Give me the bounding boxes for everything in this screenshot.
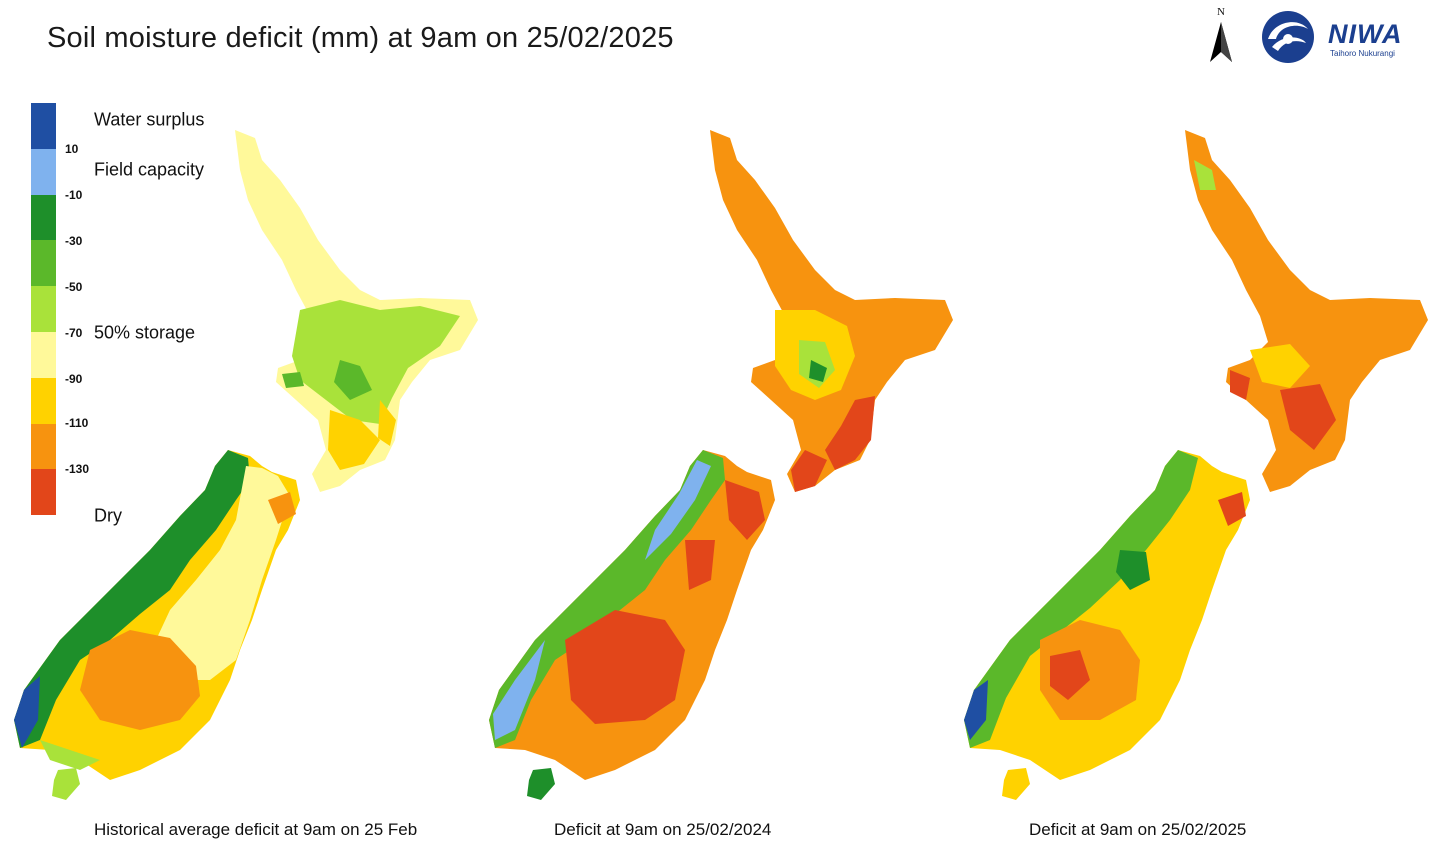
page-title: Soil moisture deficit (mm) at 9am on 25/…: [47, 22, 674, 54]
legend-label-water-surplus: Water surplus: [94, 109, 205, 130]
legend-tick: -130: [65, 462, 90, 476]
caption-2025: Deficit at 9am on 25/02/2025: [1029, 820, 1247, 839]
legend-swatch: [31, 240, 56, 287]
map-2025: [950, 120, 1440, 820]
niwa-swirl-icon: [1262, 11, 1314, 63]
caption-2024: Deficit at 9am on 25/02/2024: [554, 820, 772, 839]
logo-wordmark: NIWA: [1328, 19, 1403, 49]
legend-swatch: [31, 194, 56, 241]
legend-tick: -50: [65, 280, 83, 294]
legend-tick: -30: [65, 234, 83, 248]
legend-swatch: [31, 423, 56, 470]
legend-color-bar: [31, 103, 56, 516]
legend-swatch: [31, 377, 56, 424]
legend-tick: -10: [65, 188, 83, 202]
legend-swatch: [31, 286, 56, 332]
color-legend: 10 -10 -30 -50 -70 -90 -110 -130 Water s…: [31, 103, 231, 526]
legend-tick: -70: [65, 326, 83, 340]
legend-tick: -90: [65, 372, 83, 386]
legend-swatch: [31, 148, 56, 195]
legend-label-storage: 50% storage: [94, 322, 196, 343]
legend-tick: -110: [65, 416, 89, 430]
legend-swatch: [31, 469, 56, 516]
logo-tagline: Taihoro Nukurangi: [1330, 49, 1395, 58]
map-historical-average: [0, 120, 500, 820]
legend-label-field-capacity: Field capacity: [94, 159, 205, 180]
legend-tick: 10: [65, 142, 79, 156]
north-label: N: [1217, 6, 1225, 18]
map-2024: [475, 120, 975, 820]
caption-historical-average: Historical average deficit at 9am on 25 …: [94, 820, 418, 839]
niwa-logo: NIWA Taihoro Nukurangi: [1258, 9, 1428, 65]
legend-swatch: [31, 103, 56, 149]
north-arrow-icon: N: [1206, 6, 1236, 66]
legend-label-dry: Dry: [94, 505, 122, 526]
legend-swatch: [31, 331, 56, 378]
